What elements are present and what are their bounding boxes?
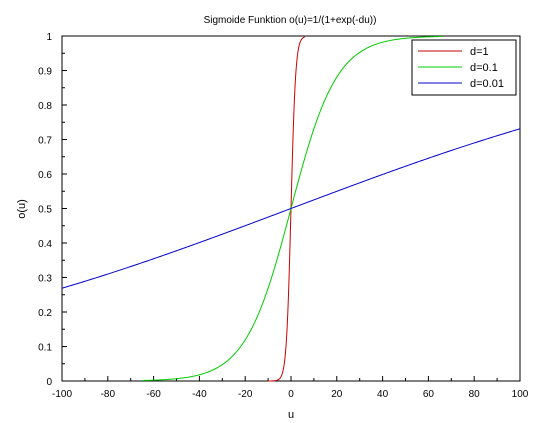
x-tick-label: 0 (288, 389, 294, 400)
series-line-0 (268, 36, 305, 382)
x-tick-label: -60 (146, 389, 161, 400)
series-line-1 (142, 35, 443, 381)
y-tick-label: 0.1 (38, 343, 52, 354)
y-tick-label: 0.2 (38, 308, 52, 319)
x-tick-label: -40 (192, 389, 207, 400)
x-tick-label: 80 (469, 389, 481, 400)
y-tick-label: 0.6 (38, 170, 52, 181)
y-tick-label: 0.5 (38, 205, 52, 216)
y-axis: 0 0.1 0.2 0.3 0.4 0.5 0.6 0.7 0.8 0.9 1 (38, 32, 67, 388)
x-tick-label: 20 (331, 389, 343, 400)
y-tick-label: 0 (46, 377, 52, 388)
series-layer (61, 35, 521, 382)
x-axis-label: u (288, 409, 294, 421)
legend-label-d1: d=1 (470, 46, 489, 58)
y-tick-label: 0.4 (38, 239, 52, 250)
x-tick-label: 60 (423, 389, 435, 400)
legend-label-d01: d=0.1 (470, 62, 498, 74)
y-tick-label: 0.3 (38, 274, 52, 285)
y-tick-label: 0.8 (38, 101, 52, 112)
y-tick-label: 0.7 (38, 136, 52, 147)
x-tick-label: 40 (377, 389, 389, 400)
legend: d=1 d=0.1 d=0.01 (411, 39, 517, 96)
y-axis-label: o(u) (16, 199, 28, 219)
x-tick-label: -100 (52, 389, 72, 400)
x-tick-label: 100 (512, 389, 529, 400)
x-tick-label: -20 (238, 389, 253, 400)
series-line-2 (61, 128, 521, 289)
y-tick-label: 1 (46, 32, 52, 43)
x-axis: -100 -80 -60 -40 -20 0 20 40 60 80 100 (52, 376, 529, 400)
chart-title: Sigmoide Funktion o(u)=1/(1+exp(-du)) (204, 15, 377, 26)
y-tick-label: 0.9 (38, 67, 52, 78)
legend-label-d001: d=0.01 (470, 78, 504, 90)
x-tick-label: -80 (101, 389, 116, 400)
